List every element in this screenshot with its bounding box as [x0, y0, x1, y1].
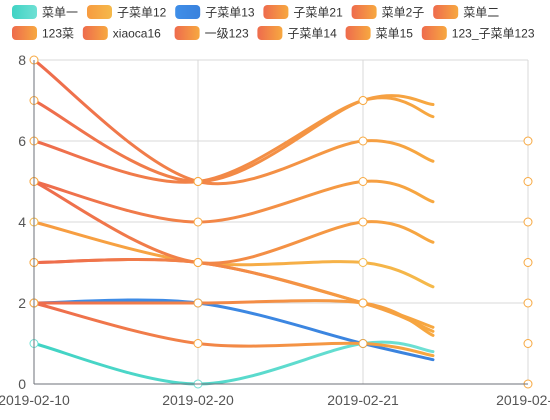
- legend-item[interactable]: 一级123: [174, 26, 249, 41]
- y-tick-label: 2: [18, 295, 26, 311]
- legend-item[interactable]: xiaoca16: [82, 26, 161, 41]
- data-point: [358, 136, 368, 146]
- y-tick-label: 0: [18, 376, 26, 392]
- legend-item[interactable]: 123菜: [12, 26, 74, 41]
- legend-swatch: [345, 26, 371, 40]
- data-point: [523, 339, 533, 348]
- data-point: [358, 298, 368, 308]
- legend: 菜单一 子菜单12 子菜单13 子菜单21 菜单2子 菜单二 123菜 xiaoca16 一级1…: [12, 5, 535, 41]
- series-line: [32, 220, 435, 289]
- data-points: [29, 55, 533, 389]
- x-tick-label: 2019-02-21: [327, 392, 399, 408]
- legend-swatch: [87, 5, 112, 19]
- legend-item[interactable]: 子菜单21: [263, 5, 343, 20]
- legend-swatch: [12, 26, 37, 40]
- legend-label: 123菜: [42, 27, 74, 41]
- legend-label: 菜单2子: [382, 6, 425, 20]
- series-line: [32, 58, 435, 186]
- legend-item[interactable]: 菜单一: [12, 5, 78, 20]
- legend-swatch: [174, 26, 200, 40]
- legend-label: 子菜单14: [287, 27, 337, 41]
- legend-label: 123_子菜单123: [452, 27, 535, 41]
- legend-label: 菜单一: [42, 6, 78, 20]
- data-point: [193, 177, 203, 186]
- series-line: [32, 301, 435, 358]
- data-point: [193, 339, 203, 348]
- data-point: [523, 258, 533, 267]
- data-point: [358, 96, 368, 105]
- x-tick-label: 2019-02-20: [162, 392, 234, 408]
- legend-label: 子菜单21: [293, 6, 343, 20]
- series-line: [32, 179, 435, 224]
- series-line: [32, 96, 435, 184]
- y-tick-label: 8: [18, 52, 26, 68]
- legend-swatch: [433, 5, 459, 19]
- legend-item[interactable]: 菜单二: [433, 5, 499, 20]
- data-point: [358, 217, 368, 227]
- series-line: [32, 298, 435, 362]
- series-line: [32, 340, 435, 386]
- legend-label: 菜单二: [463, 6, 499, 20]
- series-line: [32, 180, 435, 265]
- data-point: [358, 339, 368, 348]
- legend-label: 一级123: [205, 27, 249, 41]
- data-point: [523, 217, 533, 227]
- data-point: [523, 136, 533, 146]
- legend-swatch: [263, 5, 289, 19]
- data-point: [523, 298, 533, 308]
- series-lines: [32, 58, 435, 386]
- data-point: [523, 177, 533, 186]
- legend-item[interactable]: 子菜单13: [175, 5, 255, 20]
- legend-swatch: [12, 5, 37, 19]
- legend-swatch: [82, 26, 108, 40]
- x-tick-label: 2019-02-2: [496, 392, 550, 408]
- legend-item[interactable]: 123_子菜单123: [421, 26, 535, 41]
- series-line: [32, 258, 435, 329]
- legend-swatch: [421, 26, 447, 40]
- legend-label: xiaoca16: [113, 27, 161, 41]
- y-tick-label: 6: [18, 133, 26, 149]
- data-point: [193, 298, 203, 308]
- data-point: [193, 258, 203, 267]
- axes: 0 2 4 6 8 2019-02-10 2019-02-20 2019-02-21 2019-…: [0, 52, 550, 408]
- data-point: [193, 217, 203, 227]
- legend-swatch: [257, 26, 283, 40]
- series-line: [32, 94, 435, 184]
- data-point: [358, 177, 368, 186]
- legend-item[interactable]: 菜单15: [345, 26, 414, 41]
- legend-item[interactable]: 子菜单12: [87, 5, 167, 20]
- legend-swatch: [175, 5, 201, 19]
- legend-label: 子菜单12: [117, 6, 167, 20]
- legend-swatch: [351, 5, 377, 19]
- data-point: [358, 258, 368, 267]
- legend-label: 菜单15: [376, 27, 414, 41]
- legend-item[interactable]: 菜单2子: [351, 5, 425, 20]
- grid: [33, 59, 529, 385]
- x-tick-label: 2019-02-10: [0, 392, 70, 408]
- legend-item[interactable]: 子菜单14: [257, 26, 337, 41]
- y-tick-label: 4: [18, 214, 26, 230]
- legend-label: 子菜单13: [205, 6, 255, 20]
